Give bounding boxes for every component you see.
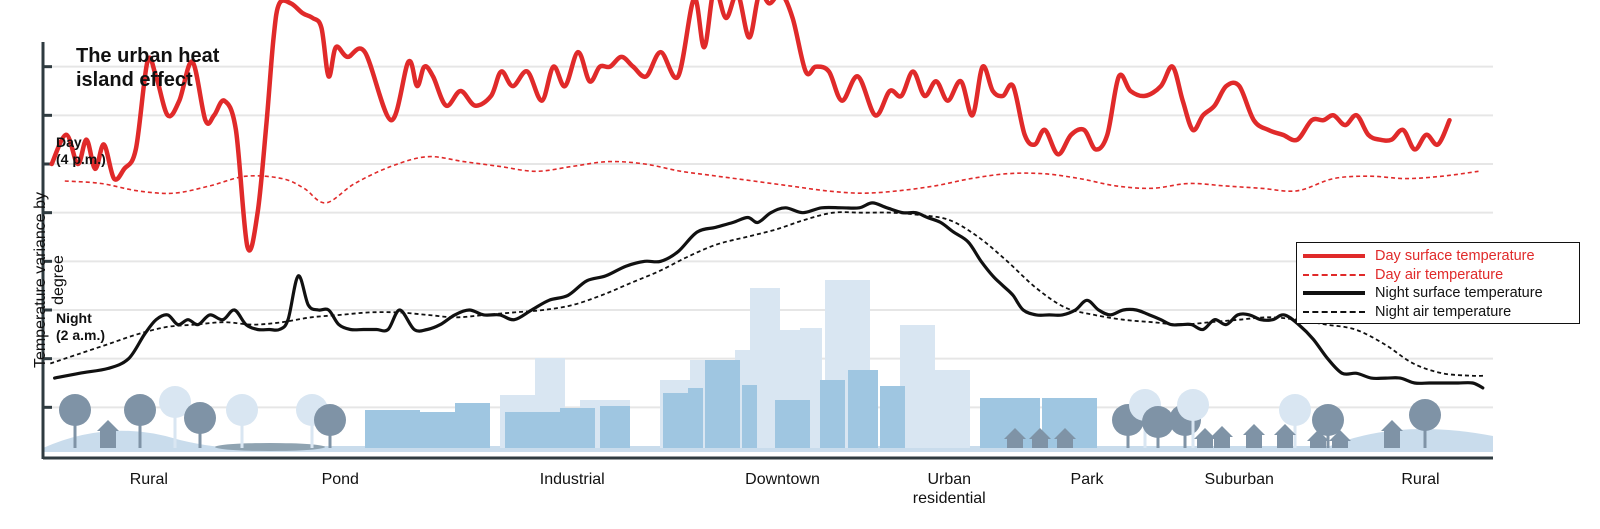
building	[560, 408, 595, 448]
building	[820, 380, 845, 448]
tree-icon	[159, 386, 191, 418]
legend-swatch-day-surface	[1303, 254, 1365, 259]
house-icon	[1054, 428, 1076, 448]
house-icon	[97, 420, 119, 448]
tree-icon	[1279, 394, 1311, 426]
house-icon	[1329, 430, 1351, 448]
building	[705, 360, 740, 448]
tree-icon	[1312, 404, 1344, 436]
cityscape-illustration	[43, 280, 1493, 452]
house-icon	[1274, 424, 1296, 448]
series-lines	[49, 0, 1486, 390]
house-icon	[1307, 430, 1329, 448]
house-icon	[1194, 428, 1216, 448]
building	[365, 410, 420, 448]
zone-label: Park	[1070, 471, 1104, 488]
house-icon	[1004, 428, 1026, 448]
house-icon	[1029, 428, 1051, 448]
zone-label: Rural	[129, 471, 168, 488]
legend-label-day-air: Day air temperature	[1375, 266, 1504, 283]
tree-icon	[184, 402, 216, 434]
legend-label-day-surface: Day surface temperature	[1375, 248, 1535, 265]
building	[600, 406, 630, 448]
night-surface-temperature-line	[53, 201, 1485, 390]
building	[880, 386, 905, 448]
tree-icon	[59, 394, 91, 426]
day-label: Day (4 p.m.)	[56, 134, 106, 167]
building	[688, 388, 703, 448]
tree-icon	[314, 404, 346, 436]
house-icon	[1211, 426, 1233, 448]
legend-item-day-air: Day air temperature	[1303, 266, 1573, 285]
zone-label: Downtown	[745, 471, 820, 488]
building	[848, 370, 878, 448]
building	[742, 385, 757, 448]
building-background	[900, 325, 935, 448]
tree-icon	[1177, 389, 1209, 421]
legend-item-day-surface: Day surface temperature	[1303, 247, 1573, 266]
building	[663, 393, 688, 448]
legend-swatch-night-surface	[1303, 291, 1365, 296]
building	[455, 403, 490, 448]
night-air-temperature-line	[50, 211, 1486, 377]
y-axis-label: Temperature variance by degree	[32, 191, 67, 369]
zone-label: Rural	[1401, 471, 1440, 488]
day-air-temperature-line	[64, 155, 1479, 204]
chart-title: The urban heat island effect	[76, 45, 220, 91]
night-label: Night (2 a.m.)	[56, 310, 106, 343]
building-background	[935, 370, 970, 448]
building	[505, 412, 560, 448]
building	[418, 412, 458, 448]
pond-shape	[215, 443, 325, 451]
zone-label: Urban residential	[912, 471, 986, 507]
legend-item-night-surface: Night surface temperature	[1303, 284, 1573, 303]
tree-icon	[1409, 399, 1441, 431]
zone-label: Industrial	[539, 471, 605, 488]
zone-label: Pond	[321, 471, 359, 488]
ground-hill-right	[1330, 428, 1493, 452]
legend-label-night-surface: Night surface temperature	[1375, 285, 1543, 302]
axes	[41, 42, 1493, 460]
legend-label-night-air: Night air temperature	[1375, 303, 1512, 320]
legend-item-night-air: Night air temperature	[1303, 303, 1573, 322]
legend-swatch-night-air	[1303, 310, 1365, 313]
legend-swatch-day-air	[1303, 273, 1365, 276]
building	[775, 400, 810, 448]
tree-icon	[226, 394, 258, 426]
zone-label: Suburban	[1204, 471, 1274, 488]
house-icon	[1243, 424, 1265, 448]
house-icon	[1381, 420, 1403, 448]
tree-icon	[1142, 406, 1174, 438]
tree-icon	[124, 394, 156, 426]
legend: Day surface temperature Day air temperat…	[1296, 242, 1580, 324]
day-surface-temperature-line	[49, 0, 1452, 253]
